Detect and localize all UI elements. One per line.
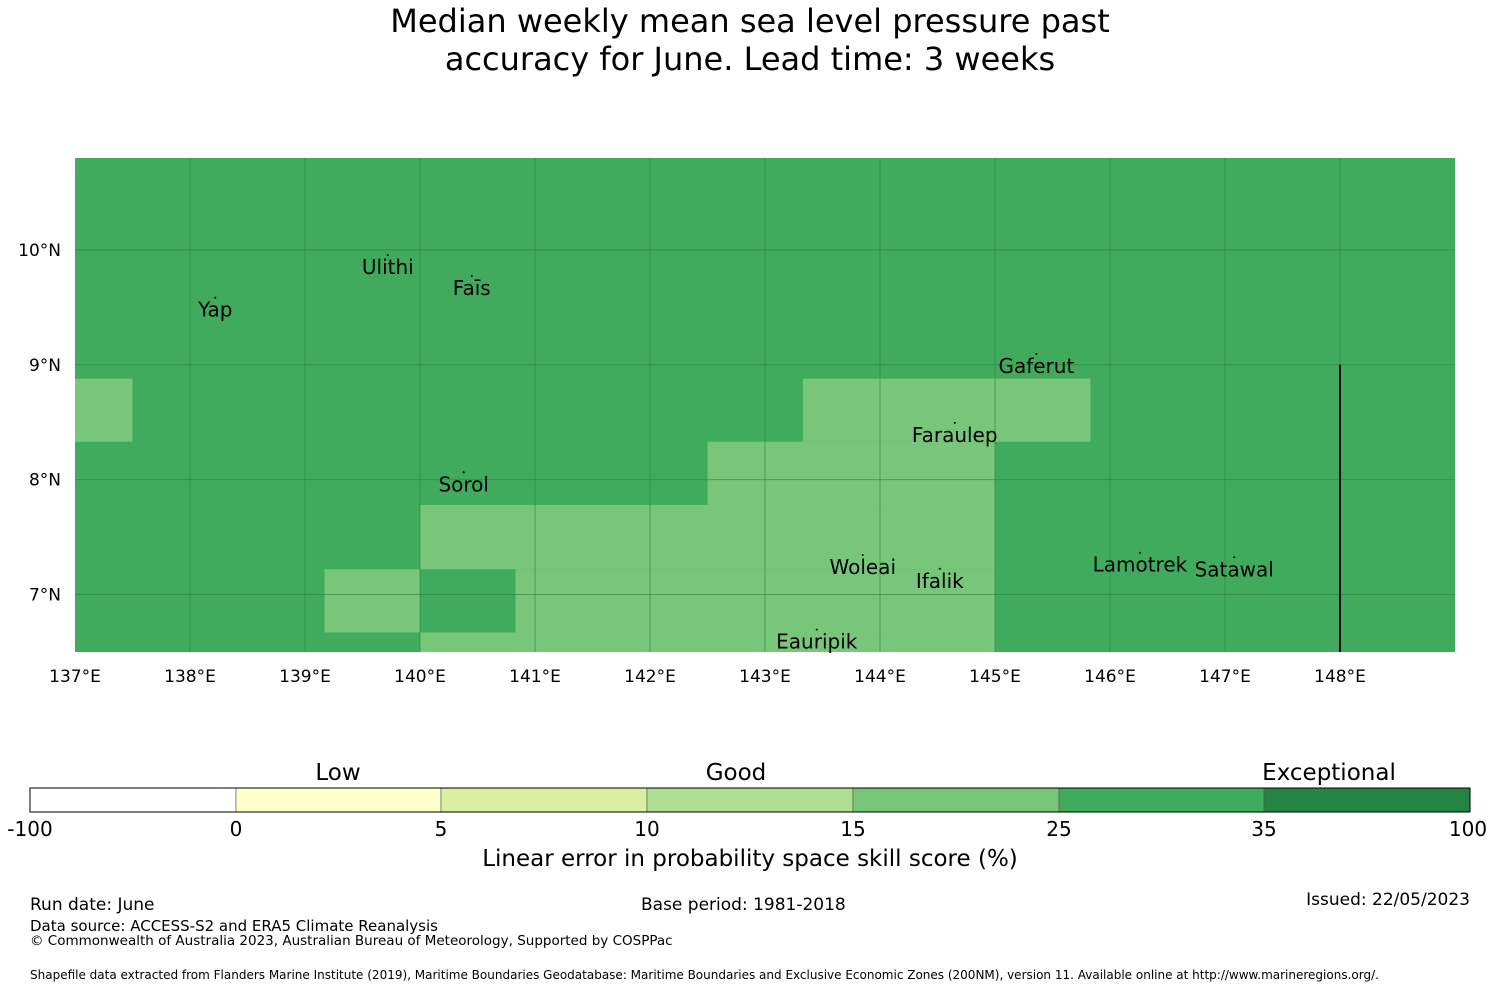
x-tick-label: 140°E xyxy=(394,667,446,687)
skill-cell-15-25 xyxy=(707,441,995,505)
run-date: Run date: June xyxy=(30,895,155,915)
colorbar-segment xyxy=(1263,787,1471,813)
colorbar-category-good: Good xyxy=(705,760,767,786)
island-marker xyxy=(861,553,864,556)
island-marker xyxy=(953,421,956,424)
skill-cell-15-25 xyxy=(75,378,133,442)
colorbar-segment xyxy=(1058,787,1265,813)
colorbar-segment xyxy=(235,787,442,813)
x-tick-label: 137°E xyxy=(49,667,101,687)
x-tick-label: 144°E xyxy=(854,667,906,687)
x-tick-label: 146°E xyxy=(1084,667,1136,687)
x-tick-label: 148°E xyxy=(1314,667,1366,687)
skill-cell-15-25 xyxy=(802,378,1091,442)
colorbar-label: Linear error in probability space skill … xyxy=(482,846,1018,872)
place-label: Yap xyxy=(197,298,232,322)
island-marker xyxy=(470,274,473,277)
y-tick-label: 10°N xyxy=(18,241,61,261)
colorbar-tick: 5 xyxy=(434,817,448,841)
skill-map: 137°E 138°E 139°E 140°E 141°E 142°E 143°E 144°E… xyxy=(18,158,1455,687)
colorbar-segment xyxy=(852,787,1060,813)
place-label: Lamotrek xyxy=(1093,553,1188,577)
island-marker xyxy=(1035,352,1038,355)
title-line-2: accuracy for June. Lead time: 3 weeks xyxy=(444,40,1056,78)
y-tick-label: 8°N xyxy=(29,471,61,491)
colorbar-tick: 10 xyxy=(634,817,660,841)
x-tick-label: 142°E xyxy=(624,667,676,687)
place-label: Faraulep xyxy=(912,423,998,447)
colorbar-tick: 100 xyxy=(1448,817,1488,841)
colorbar-segment xyxy=(29,787,237,813)
x-tick-label: 141°E xyxy=(509,667,561,687)
x-tick-label: 145°E xyxy=(969,667,1021,687)
island-marker xyxy=(214,296,217,299)
data-source: Data source: ACCESS-S2 and ERA5 Climate … xyxy=(30,917,438,935)
colorbar-outline xyxy=(29,787,1471,813)
skill-cell-15-25 xyxy=(324,569,420,633)
x-tick-label: 138°E xyxy=(164,667,216,687)
colorbar-tick: 25 xyxy=(1046,817,1072,841)
x-tick-label: 147°E xyxy=(1199,667,1251,687)
y-tick-label: 9°N xyxy=(29,356,61,376)
colorbar-category-exceptional: Exceptional xyxy=(1262,760,1396,786)
place-label: Faīs xyxy=(453,276,491,300)
place-label: Gaferut xyxy=(998,354,1074,378)
shapefile-credit: Shapefile data extracted from Flanders M… xyxy=(30,968,1379,982)
map-title: Median weekly mean sea level pressure pa… xyxy=(0,2,1500,78)
island-marker xyxy=(1138,551,1141,554)
colorbar-tick: 35 xyxy=(1251,817,1277,841)
colorbar-segment xyxy=(440,787,648,813)
copyright: © Commonwealth of Australia 2023, Austra… xyxy=(30,933,673,949)
place-label: Ifalik xyxy=(916,569,964,593)
island-marker xyxy=(462,471,465,474)
colorbar-tick: 15 xyxy=(840,817,866,841)
skill-cell-15-25 xyxy=(515,569,995,633)
place-label: Eauripik xyxy=(776,630,858,654)
base-period: Base period: 1981-2018 xyxy=(641,895,846,915)
place-label: Woleai xyxy=(829,555,896,579)
colorbar-category-low: Low xyxy=(315,760,361,786)
island-marker xyxy=(938,567,941,570)
place-label: Ulithi xyxy=(362,255,414,279)
place-label: Satawal xyxy=(1195,557,1274,581)
island-marker xyxy=(815,628,818,631)
colorbar xyxy=(29,787,1471,813)
island-marker xyxy=(1233,556,1236,559)
colorbar-tick: 0 xyxy=(229,817,243,841)
place-label: Sorol xyxy=(438,472,489,496)
x-tick-label: 139°E xyxy=(279,667,331,687)
skill-cell-15-25 xyxy=(420,504,995,570)
colorbar-segment xyxy=(646,787,854,813)
y-tick-label: 7°N xyxy=(29,586,61,606)
x-tick-label: 143°E xyxy=(739,667,791,687)
island-marker xyxy=(386,254,389,257)
title-line-1: Median weekly mean sea level pressure pa… xyxy=(390,2,1110,40)
skill-cell-15-25 xyxy=(420,632,995,652)
colorbar-tick: -100 xyxy=(7,817,53,841)
issued-date: Issued: 22/05/2023 xyxy=(1306,890,1470,910)
